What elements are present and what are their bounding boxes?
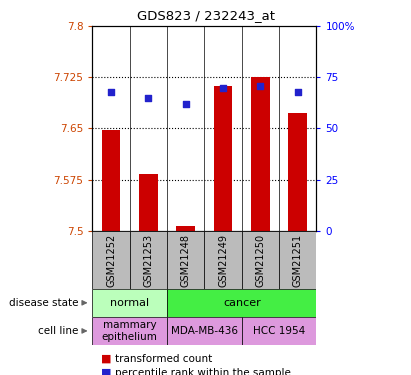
Text: transformed count: transformed count	[115, 354, 212, 364]
Bar	[279, 231, 316, 289]
Text: normal: normal	[110, 298, 149, 308]
Point	[257, 82, 264, 88]
Bar	[242, 231, 279, 289]
Text: GSM21250: GSM21250	[256, 234, 266, 286]
Point	[295, 88, 301, 94]
Bar	[92, 231, 130, 289]
Bar	[242, 317, 316, 345]
Bar	[289, 114, 307, 231]
Point	[108, 88, 114, 94]
Point	[182, 101, 189, 107]
Bar	[167, 317, 242, 345]
Text: GSM21253: GSM21253	[143, 234, 153, 286]
Bar	[167, 231, 204, 289]
Bar	[176, 226, 195, 231]
Text: MDA-MB-436: MDA-MB-436	[171, 326, 238, 336]
Text: HCC 1954: HCC 1954	[253, 326, 305, 336]
Bar	[204, 231, 242, 289]
Text: GDS823 / 232243_at: GDS823 / 232243_at	[136, 9, 275, 22]
Text: GSM21249: GSM21249	[218, 234, 228, 286]
Text: GSM21248: GSM21248	[181, 234, 191, 286]
Bar	[102, 130, 120, 231]
Text: GSM21251: GSM21251	[293, 234, 303, 286]
Text: ■: ■	[101, 368, 111, 375]
Text: disease state: disease state	[9, 298, 78, 308]
Bar	[92, 317, 167, 345]
Bar	[139, 174, 158, 231]
Bar	[167, 289, 316, 317]
Point	[145, 95, 152, 101]
Text: cancer: cancer	[223, 298, 261, 308]
Point	[220, 85, 226, 91]
Text: percentile rank within the sample: percentile rank within the sample	[115, 368, 291, 375]
Bar	[251, 76, 270, 231]
Text: ■: ■	[101, 354, 111, 364]
Bar	[214, 86, 233, 231]
Text: mammary
epithelium: mammary epithelium	[102, 320, 158, 342]
Text: GSM21252: GSM21252	[106, 234, 116, 287]
Bar	[130, 231, 167, 289]
Bar	[92, 289, 167, 317]
Text: cell line: cell line	[38, 326, 78, 336]
